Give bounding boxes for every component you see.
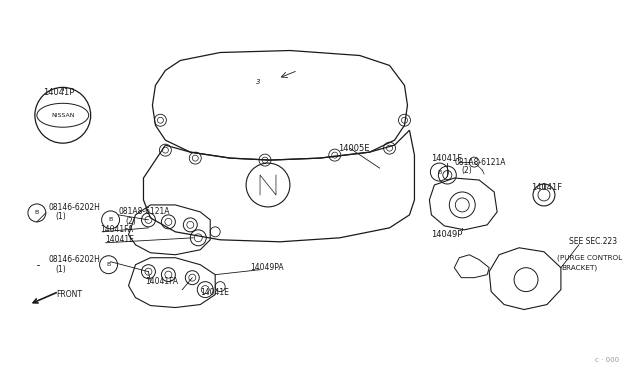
Text: 14041FA: 14041FA xyxy=(100,225,134,234)
Text: SEE SEC.223: SEE SEC.223 xyxy=(569,237,617,246)
Text: 08146-6202H: 08146-6202H xyxy=(49,255,100,264)
Text: (1): (1) xyxy=(56,265,67,274)
Text: B: B xyxy=(108,217,113,222)
Text: 14041F: 14041F xyxy=(431,154,463,163)
Text: 14041E: 14041E xyxy=(106,235,134,244)
Text: 14041P: 14041P xyxy=(43,88,74,97)
Text: c · 000: c · 000 xyxy=(595,357,619,363)
Text: FRONT: FRONT xyxy=(56,290,82,299)
Text: B: B xyxy=(437,170,442,174)
Text: (1): (1) xyxy=(56,212,67,221)
Text: 14041F: 14041F xyxy=(531,183,562,192)
Text: BRACKET): BRACKET) xyxy=(561,264,597,271)
Text: 14041FA: 14041FA xyxy=(145,277,179,286)
Text: 081A8-6121A: 081A8-6121A xyxy=(118,208,170,217)
Text: (2): (2) xyxy=(461,166,472,174)
Text: 14049PA: 14049PA xyxy=(250,263,284,272)
Text: 3: 3 xyxy=(256,79,260,86)
Text: (PURGE CONTROL: (PURGE CONTROL xyxy=(557,254,622,261)
Text: NISSAN: NISSAN xyxy=(51,113,74,118)
Text: (2): (2) xyxy=(125,217,136,227)
Text: B: B xyxy=(35,211,39,215)
Text: 081A8-6121A: 081A8-6121A xyxy=(454,158,506,167)
Text: 14005E: 14005E xyxy=(338,144,369,153)
Text: 14041E: 14041E xyxy=(200,288,229,297)
Text: 08146-6202H: 08146-6202H xyxy=(49,203,100,212)
Text: B: B xyxy=(106,262,111,267)
Text: 14049P: 14049P xyxy=(431,230,463,239)
